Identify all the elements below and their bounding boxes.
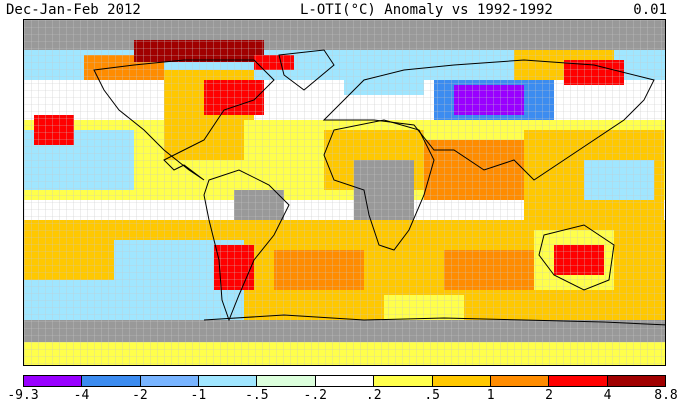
legend-swatch-1	[82, 376, 141, 386]
legend-swatch-2	[140, 376, 200, 386]
legend-swatch-5	[315, 376, 375, 386]
legend-label-8: 1	[486, 388, 495, 403]
title-description: L-OTI(°C) Anomaly vs 1992-1992	[300, 2, 553, 18]
color-scale-bar	[23, 375, 666, 387]
coastlines	[93, 49, 665, 326]
legend-swatch-10	[607, 376, 665, 386]
legend-swatch-8	[490, 376, 550, 386]
legend-label-10: 4	[603, 388, 612, 403]
legend-label-11: 8.8	[654, 388, 678, 403]
legend-swatch-9	[549, 376, 608, 386]
legend-label-9: 2	[545, 388, 553, 403]
legend-swatch-3	[199, 376, 258, 386]
legend-swatch-0	[24, 376, 83, 386]
title-period: Dec-Jan-Feb 2012	[6, 2, 141, 18]
legend-swatch-6	[374, 376, 433, 386]
legend-label-1: -4	[73, 388, 90, 403]
legend-label-2: -2	[132, 388, 148, 403]
legend-label-6: .2	[365, 388, 382, 403]
anomaly-map	[23, 19, 666, 366]
legend-label-3: -1	[190, 388, 207, 403]
legend-label-7: .5	[424, 388, 440, 403]
legend-swatch-7	[432, 376, 491, 386]
legend-swatch-4	[257, 376, 316, 386]
legend-label-5: -.2	[303, 388, 328, 403]
legend-label-0: -9.3	[7, 388, 39, 403]
title-global-mean: 0.01	[633, 2, 667, 18]
legend-label-4: -.5	[245, 388, 269, 403]
